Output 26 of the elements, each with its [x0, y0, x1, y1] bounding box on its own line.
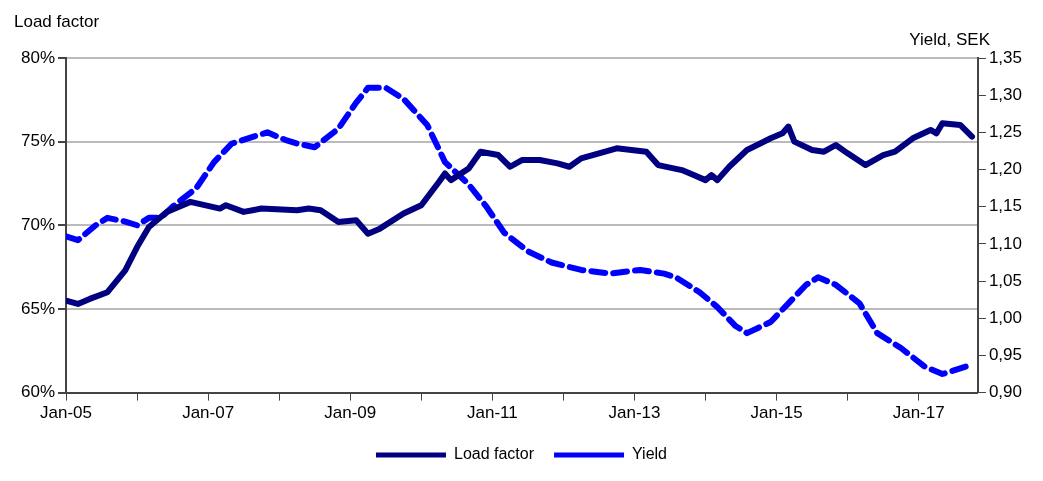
y-tick-label: 60% [20, 382, 56, 402]
y2-axis-title: Yield, SEK [909, 30, 991, 50]
y-tick-label: 75% [20, 131, 56, 151]
y2-tick-label: 1,15 [988, 196, 1023, 216]
x-tick-label: Jan-11 [467, 403, 518, 423]
y2-tick-label: 1,30 [988, 84, 1023, 104]
x-tick-label: Jan-15 [750, 403, 803, 423]
y-tick-label: 80% [20, 47, 56, 67]
x-tick-label: Jan-13 [608, 403, 661, 423]
x-tick-label: Jan-17 [892, 403, 945, 423]
y2-tick-label: 1,10 [988, 233, 1023, 253]
x-tick-label: Jan-09 [324, 403, 377, 423]
y2-tick-label: 1,00 [988, 307, 1023, 327]
y-tick-label: 65% [20, 298, 56, 318]
y-tick-label: 70% [20, 214, 56, 234]
y2-tick-label: 1,05 [988, 270, 1023, 290]
x-tick-label: Jan-05 [40, 403, 93, 423]
y2-tick-label: 0,95 [988, 345, 1023, 365]
x-tick-label: Jan-07 [182, 403, 235, 423]
y2-tick-label: 1,25 [988, 122, 1023, 142]
y2-tick-label: 1,20 [988, 159, 1023, 179]
y2-tick-label: 0,90 [988, 382, 1023, 402]
legend-label: Load factor [453, 445, 535, 463]
y2-tick-label: 1,35 [988, 47, 1023, 67]
y-axis-title: Load factor [14, 12, 100, 32]
legend-label: Yield [632, 445, 668, 463]
